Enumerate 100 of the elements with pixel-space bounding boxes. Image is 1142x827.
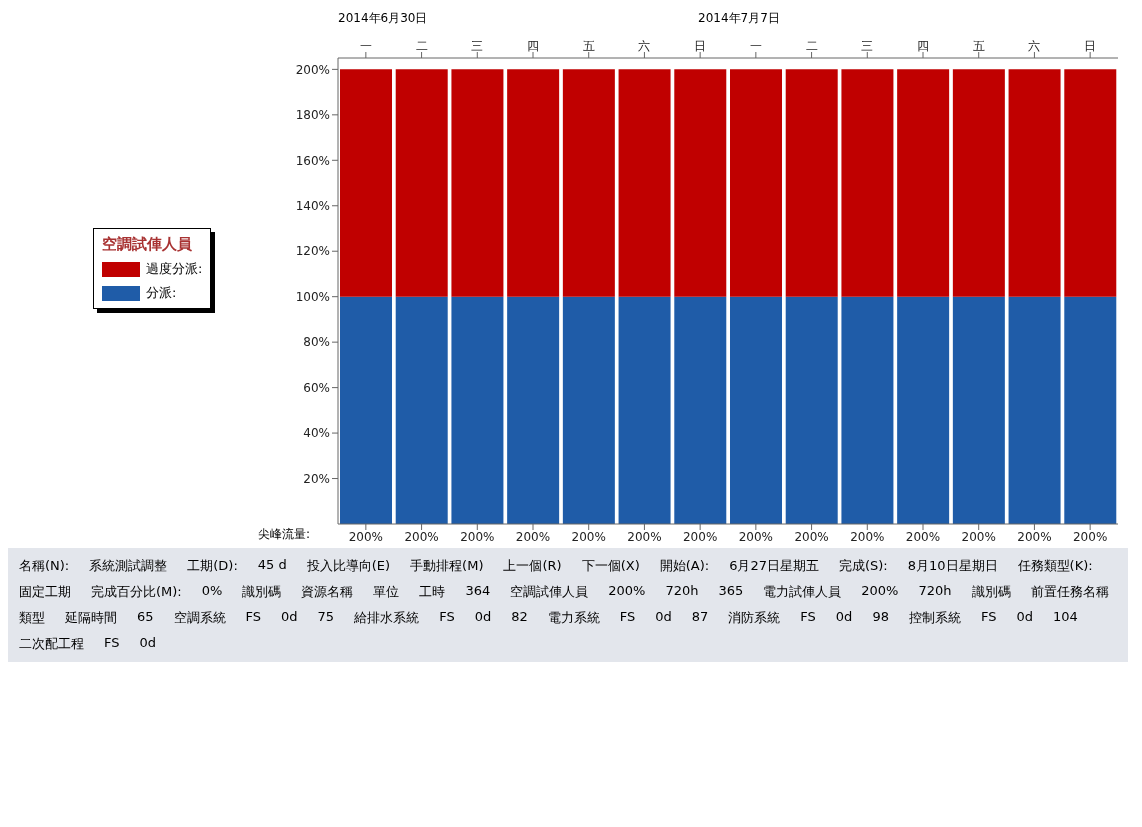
total-label: 200% — [905, 529, 941, 544]
text: 0d — [834, 608, 854, 626]
y-tick-label: 80% — [303, 335, 330, 350]
text: 75 — [316, 608, 336, 626]
x-tick-label: 五 — [972, 39, 985, 53]
text: 87 — [690, 608, 710, 626]
text: 0d — [1015, 608, 1034, 626]
total-label: 200% — [404, 529, 439, 544]
text: 45 d — [256, 556, 288, 574]
x-tick-label: 四 — [527, 39, 539, 53]
text: 手動排程(M) — [409, 557, 485, 575]
text: 200% — [860, 582, 900, 600]
text: FS — [618, 608, 637, 626]
text: 類型 — [18, 609, 46, 627]
x-tick-label: 日 — [694, 39, 707, 53]
text: 365 — [717, 582, 745, 600]
text: FS — [244, 608, 263, 626]
total-label: 200% — [794, 529, 829, 544]
text: 空調系統 — [172, 609, 227, 627]
text: 98 — [871, 608, 890, 626]
x-tick-label: 三 — [861, 39, 874, 53]
text: 2014年7月7日 — [698, 10, 780, 27]
y-tick-label: 20% — [303, 471, 330, 486]
text: 開始(A): — [658, 557, 711, 575]
total-label: 200% — [1072, 529, 1108, 544]
text: 控制系統 — [907, 609, 962, 627]
text: 工時 — [418, 583, 447, 601]
text: FS — [438, 608, 456, 626]
text: 系統測試調整 — [88, 557, 169, 575]
legend-title: 空調試俥人員 — [102, 235, 193, 254]
total-label: 200% — [961, 529, 996, 544]
total-label: 200% — [348, 529, 384, 544]
total-label: 200% — [627, 529, 662, 544]
text: 完成百分比(M): — [90, 583, 183, 601]
text: 空調試俥人員 — [509, 583, 590, 601]
total-label: 200% — [1017, 529, 1052, 544]
text: 識別碼 — [241, 583, 283, 601]
text: 364 — [464, 582, 492, 600]
x-tick-label: 二 — [415, 39, 428, 53]
text: 投入比導向(E) — [305, 557, 392, 575]
text: 720h — [917, 582, 953, 600]
text: 104 — [1051, 608, 1079, 626]
text: 65 — [136, 608, 155, 626]
total-label: 200% — [682, 529, 718, 544]
x-tick-label: 二 — [805, 39, 818, 53]
text: 前置任務名稱 — [1029, 583, 1110, 601]
text: 0d — [280, 608, 299, 626]
x-tick-label: 六 — [1028, 39, 1041, 53]
text: FS — [799, 608, 817, 626]
text: 720h — [664, 582, 700, 600]
text: 下一個(X) — [580, 557, 641, 575]
x-tick-label: 四 — [917, 39, 929, 53]
y-tick-label: 100% — [295, 289, 330, 304]
y-tick-label: 140% — [295, 199, 330, 214]
text: 200% — [607, 582, 647, 600]
text: 任務類型(K): — [1016, 557, 1094, 575]
text: 電力試俥人員 — [762, 583, 843, 601]
y-tick-label: 160% — [295, 153, 330, 168]
text: 消防系統 — [727, 609, 782, 627]
text: 8月10日星期日 — [906, 557, 999, 575]
text: 完成(S): — [837, 557, 889, 575]
total-label: 200% — [460, 529, 495, 544]
text: 名稱(N): — [18, 557, 71, 575]
total-label: 200% — [850, 529, 885, 544]
text: 上一個(R) — [502, 557, 563, 575]
y-tick-label: 40% — [303, 426, 330, 441]
text: 0d — [138, 634, 158, 652]
text: 二次配工程 — [18, 635, 85, 653]
text: 尖峰流量: — [258, 526, 311, 543]
text: 2014年6月30日 — [338, 10, 428, 27]
total-label: 200% — [571, 529, 606, 544]
x-tick-label: 日 — [1084, 39, 1097, 53]
y-tick-label: 180% — [295, 108, 330, 123]
text: 6月27日星期五 — [728, 557, 820, 575]
text: FS — [979, 608, 998, 626]
text: 資源名稱 — [300, 583, 355, 601]
text: 0d — [654, 608, 673, 626]
text: 0% — [200, 582, 224, 600]
x-tick-label: 六 — [638, 39, 651, 53]
total-label: 200% — [515, 529, 551, 544]
text: 工期(D): — [186, 557, 239, 575]
text: 固定工期 — [18, 583, 72, 601]
text: 單位 — [372, 583, 401, 601]
total-label: 200% — [738, 529, 774, 544]
legend-label: 過度分派: — [146, 260, 203, 278]
text: 延隔時間 — [64, 609, 118, 627]
y-tick-label: 200% — [295, 62, 330, 77]
y-tick-label: 60% — [303, 380, 330, 395]
text: 識別碼 — [970, 583, 1012, 601]
x-tick-label: 一 — [359, 39, 372, 53]
text: FS — [103, 634, 121, 652]
text: 0d — [473, 608, 493, 626]
x-tick-label: 一 — [749, 39, 762, 53]
legend-label: 分派: — [146, 284, 177, 302]
text: 電力系統 — [546, 609, 601, 627]
x-tick-label: 五 — [582, 39, 595, 53]
text: 給排水系統 — [353, 609, 421, 627]
text: 82 — [510, 608, 529, 626]
y-tick-label: 120% — [295, 244, 330, 259]
x-tick-label: 三 — [471, 39, 484, 53]
